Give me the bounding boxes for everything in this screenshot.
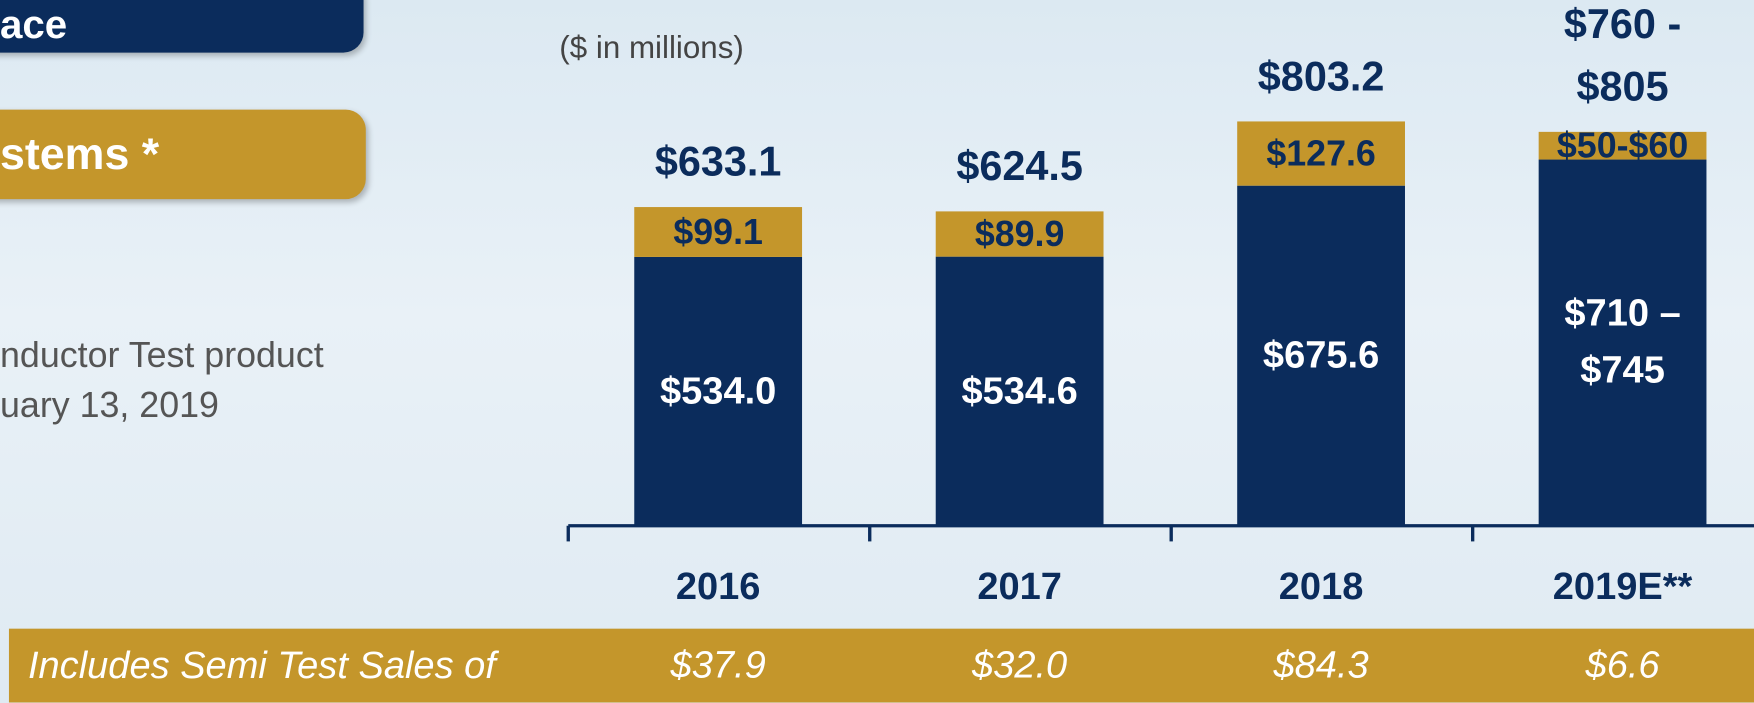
stage: ace stems * nductor Test product uary 13… — [0, 0, 1754, 702]
top-segment-label: $127.6 — [1237, 127, 1405, 181]
x-tick-label: 2016 — [676, 559, 761, 616]
x-tick-label: 2018 — [1279, 559, 1364, 616]
top-segment-label: $50-$60 — [1539, 119, 1707, 173]
segment-label: $534.6 — [936, 363, 1104, 420]
x-tick-label: 2019E** — [1553, 559, 1693, 616]
segment-label: $710 – $745 — [1539, 286, 1707, 400]
footer-value: $37.9 — [671, 637, 766, 694]
top-segment-label: $99.1 — [634, 205, 802, 259]
total-label: $624.5 — [941, 135, 1098, 198]
segment-label: $534.0 — [634, 363, 802, 420]
chart — [0, 0, 1754, 702]
total-label: $633.1 — [640, 131, 797, 194]
slide: ace stems * nductor Test product uary 13… — [0, 0, 1754, 703]
segment-label: $675.6 — [1237, 327, 1405, 384]
top-segment-label: $89.9 — [936, 207, 1104, 261]
footer-value: $6.6 — [1586, 637, 1660, 694]
total-label: $760 - $805 — [1544, 0, 1701, 118]
footer-value: $32.0 — [972, 637, 1067, 694]
x-tick-label: 2017 — [977, 559, 1062, 616]
total-label: $803.2 — [1243, 45, 1400, 108]
footer-value: $84.3 — [1273, 637, 1368, 694]
footer-label: Includes Semi Test Sales of — [28, 629, 496, 703]
footer-band: Includes Semi Test Sales of — [9, 629, 1754, 703]
